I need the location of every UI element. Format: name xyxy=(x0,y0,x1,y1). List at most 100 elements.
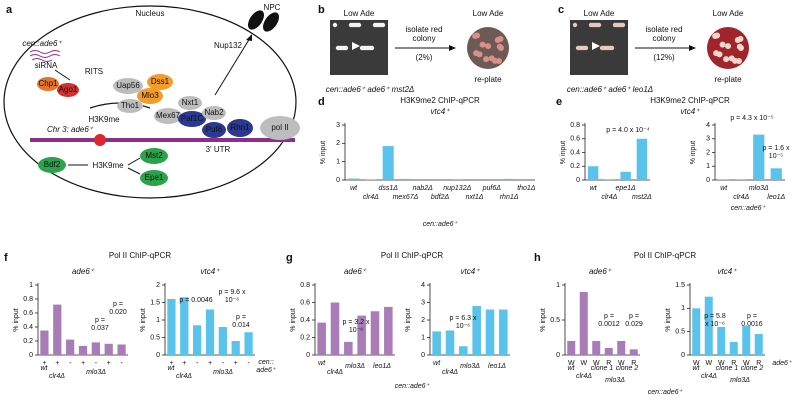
bar xyxy=(244,332,253,355)
label: Low Ade xyxy=(584,9,615,18)
label: p = 6.3 x xyxy=(449,315,477,322)
label: W xyxy=(618,360,625,367)
label: 0.0012 xyxy=(598,321,620,328)
label: 0.4 xyxy=(570,149,580,156)
label: 4 xyxy=(706,122,710,129)
colony xyxy=(735,57,742,64)
colony xyxy=(734,36,741,43)
colony xyxy=(728,55,735,62)
label: NPC xyxy=(264,3,281,12)
label: vtc4⁺ xyxy=(431,107,451,116)
label: p = xyxy=(113,301,123,308)
label: p = 1.6 x xyxy=(762,145,790,152)
bar xyxy=(503,178,515,180)
label: cen:: xyxy=(258,359,273,366)
protein xyxy=(140,148,168,164)
bar xyxy=(472,306,481,355)
colony xyxy=(725,43,732,50)
label: ade6⁺ xyxy=(772,360,793,367)
label: 0.6 xyxy=(570,136,580,143)
label: 0 xyxy=(576,177,580,184)
bar xyxy=(417,179,429,180)
label: 1.5 xyxy=(675,282,685,289)
inhibit-line xyxy=(127,157,141,166)
label: 1 xyxy=(29,282,33,289)
label: % input xyxy=(290,308,297,331)
bar xyxy=(384,306,393,355)
label: 0.2 xyxy=(300,334,310,341)
label: 0 xyxy=(556,352,560,359)
protein xyxy=(154,108,182,124)
label: p = xyxy=(604,313,614,320)
label: H3K9me2 ChIP-qPCR xyxy=(400,96,480,105)
label: p = 9.6 x xyxy=(218,289,246,296)
bar xyxy=(344,341,353,355)
label: vtc4⁺ xyxy=(681,107,701,116)
protein xyxy=(202,122,226,138)
colony xyxy=(588,22,594,28)
label: p = xyxy=(747,313,757,320)
label: isolate red xyxy=(406,25,443,34)
label: 0 xyxy=(156,352,160,359)
bar xyxy=(231,341,240,355)
label: mlo3Δ xyxy=(213,369,233,376)
label: clr4Δ xyxy=(327,369,343,376)
protein xyxy=(57,83,79,97)
label: 4 xyxy=(421,282,425,289)
label: b xyxy=(318,4,325,16)
colony xyxy=(494,36,501,43)
label: 0.5 xyxy=(550,317,560,324)
label: 1 xyxy=(421,334,425,341)
bar xyxy=(629,349,638,355)
label: ade6⁺ xyxy=(344,267,367,276)
label: 0.4 xyxy=(300,317,310,324)
label: RITS xyxy=(85,67,103,76)
bar xyxy=(434,179,446,180)
label: 2 xyxy=(156,282,160,289)
bar xyxy=(40,330,49,355)
label: Mlo3 xyxy=(141,91,159,100)
colony xyxy=(714,32,721,39)
label: p = 3.2 x xyxy=(342,319,370,326)
label: colony xyxy=(652,34,675,43)
colony xyxy=(359,45,365,51)
label: clone 2 xyxy=(616,365,639,372)
bar xyxy=(704,296,713,355)
label: H3K9me xyxy=(88,115,120,124)
protein xyxy=(202,106,226,120)
bar xyxy=(382,146,394,180)
label: 0.0016 xyxy=(741,321,763,328)
label: 0 xyxy=(29,352,33,359)
colony xyxy=(736,43,743,50)
colony xyxy=(713,50,720,57)
label: mlo3Δ xyxy=(605,377,625,384)
colony xyxy=(496,43,503,50)
label: % input xyxy=(665,308,672,331)
bar xyxy=(753,134,765,180)
label: bdf2Δ xyxy=(431,194,450,201)
label: pol II xyxy=(271,123,288,132)
protein xyxy=(37,77,59,91)
label: clr4Δ xyxy=(363,194,379,201)
colony xyxy=(719,41,726,48)
colony xyxy=(572,22,578,28)
npc-pore xyxy=(263,12,279,32)
colony xyxy=(485,43,492,50)
bar xyxy=(399,178,411,180)
label: 0.2 xyxy=(23,338,33,345)
label: 2 xyxy=(421,317,425,324)
label: clr4Δ xyxy=(601,194,617,201)
colony xyxy=(483,56,490,63)
label: tho1Δ xyxy=(517,185,536,192)
bar xyxy=(742,326,751,355)
label: c xyxy=(558,4,564,16)
label: R xyxy=(756,360,761,367)
bar xyxy=(91,342,100,355)
label: wt xyxy=(568,365,576,372)
label: Chr 3: ade6⁺ xyxy=(47,125,94,134)
label: clone 1 xyxy=(591,365,614,372)
label: W xyxy=(593,360,600,367)
bar xyxy=(754,334,763,355)
label: f xyxy=(4,252,8,264)
label: clone 2 xyxy=(741,365,764,372)
